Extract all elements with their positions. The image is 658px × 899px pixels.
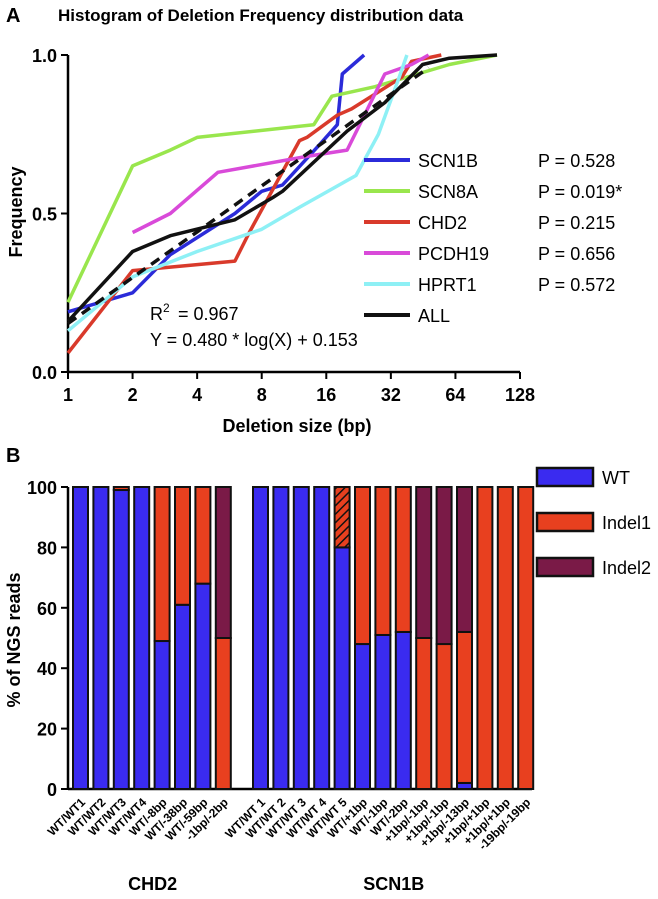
y-tick-label: 0: [47, 780, 57, 800]
bar-segment-wt: [333, 546, 351, 791]
panel-a-x-axis-label: Deletion size (bp): [222, 416, 371, 436]
p-value-hprt1: P = 0.572: [538, 275, 615, 295]
bar-segment-wt: [72, 486, 89, 790]
legend-label-indel2: Indel2: [602, 558, 651, 578]
bar-segment-indel1: [214, 637, 232, 790]
bar-segment-indel1: [333, 486, 351, 549]
panel-b-y-axis-label: % of NGS reads: [4, 572, 24, 707]
legend-swatch-indel1: [535, 511, 595, 533]
fit-line: [66, 66, 430, 325]
bar-segment-indel1: [112, 486, 130, 492]
legend-label-pcdh19: PCDH19: [418, 244, 489, 264]
panel-b-label: B: [6, 445, 20, 467]
bar-segment-indel2: [435, 486, 453, 646]
y-tick-label: 100: [27, 478, 57, 498]
y-tick-label: 1.0: [32, 46, 57, 66]
r2-symbol: R2: [150, 301, 170, 324]
legend-label-chd2: CHD2: [418, 213, 467, 233]
panel-a-legend: SCN1B P = 0.528 SCN8A P = 0.019* CHD2 P = 0.2…: [364, 151, 622, 326]
bar-segment-indel1: [354, 486, 371, 646]
legend-label-indel1: Indel1: [602, 513, 651, 533]
bar-segment-indel2: [214, 486, 232, 639]
bar-segment-indel1: [374, 486, 392, 636]
bar-segment-indel1: [456, 630, 473, 784]
bar-segment-wt: [292, 486, 310, 790]
series-line-pcdh19: [131, 53, 430, 235]
panel-b-category-labels: WT/WT1WT/WT2WT/WT3WT/WT4WT/-8bpWT/-38bpW…: [45, 795, 534, 853]
x-tick-label: 8: [257, 385, 267, 405]
p-value-chd2: P = 0.215: [538, 213, 615, 233]
bar-segment-indel1: [394, 486, 412, 633]
bar-segment-indel2: [415, 486, 433, 639]
x-tick-label: 128: [505, 385, 535, 405]
group-label-scn1b: SCN1B: [363, 874, 424, 894]
bar-segment-wt: [153, 640, 171, 791]
panel-a-series: [66, 53, 498, 355]
group-label-chd2: CHD2: [128, 874, 177, 894]
x-tick-label: 32: [381, 385, 401, 405]
p-value-scn8a: P = 0.019*: [538, 182, 622, 202]
p-value-pcdh19: P = 0.656: [538, 244, 615, 264]
y-tick-label: 80: [37, 538, 57, 558]
series-line-all: [66, 53, 498, 323]
bar-segment-indel1: [517, 486, 535, 790]
panel-b-bars: [72, 486, 535, 791]
bar-segment-indel1: [476, 486, 494, 790]
bar-segment-indel1: [435, 643, 453, 790]
bar-segment-indel2: [456, 486, 473, 633]
y-tick-label: 0.0: [32, 363, 57, 383]
bar-segment-indel1: [415, 637, 433, 790]
bar-segment-indel1: [174, 486, 191, 606]
panel-a-axes: 1 2 4 8 16 32 64 128 0.0 0.5 1.0: [32, 46, 535, 405]
panel-a-label: A: [6, 5, 20, 27]
x-tick-label: 2: [128, 385, 138, 405]
y-tick-label: 20: [37, 720, 57, 740]
x-tick-label: 16: [316, 385, 336, 405]
bar-segment-wt: [112, 489, 130, 790]
legend-label-wt: WT: [602, 468, 630, 488]
series-line-scn8a: [66, 53, 498, 304]
bar-segment-indel1: [153, 486, 171, 643]
bar-segment-wt: [394, 630, 412, 791]
x-tick-label: 4: [192, 385, 202, 405]
fit-equation: Y = 0.480 * log(X) + 0.153: [150, 330, 358, 350]
y-tick-label: 40: [37, 659, 57, 679]
p-value-scn1b: P = 0.528: [538, 151, 615, 171]
bar-segment-wt: [252, 486, 269, 790]
x-tick-label: 1: [63, 385, 73, 405]
panel-b-legend: WT Indel1 Indel2: [535, 466, 651, 578]
bar-segment-wt: [92, 486, 110, 790]
panel-a-y-axis-label: Frequency: [6, 166, 26, 257]
legend-label-hprt1: HPRT1: [418, 275, 477, 295]
bar-segment-wt: [133, 486, 151, 790]
bar-segment-wt: [272, 486, 290, 790]
legend-swatch-indel2: [535, 556, 595, 578]
fit-annotation: R2 = 0.967 Y = 0.480 * log(X) + 0.153: [150, 301, 358, 350]
x-tick-label: 64: [445, 385, 465, 405]
legend-label-scn8a: SCN8A: [418, 182, 478, 202]
legend-label-scn1b: SCN1B: [418, 151, 478, 171]
panel-a-title: Histogram of Deletion Frequency distribu…: [58, 6, 464, 25]
bar-segment-wt: [174, 603, 191, 791]
legend-label-all: ALL: [418, 306, 450, 326]
bar-segment-wt: [354, 643, 371, 790]
bar-segment-wt: [374, 633, 392, 790]
legend-swatch-wt: [535, 466, 595, 488]
r2-value: = 0.967: [178, 304, 239, 324]
bar-segment-wt: [313, 486, 331, 790]
bar-segment-indel1: [496, 486, 514, 790]
y-tick-label: 60: [37, 599, 57, 619]
panel-b-group-labels: CHD2 SCN1B: [128, 874, 424, 894]
bar-segment-wt: [194, 582, 212, 791]
y-tick-label: 0.5: [32, 205, 57, 225]
bar-segment-indel1: [194, 486, 212, 585]
series-line-chd2: [66, 53, 442, 355]
